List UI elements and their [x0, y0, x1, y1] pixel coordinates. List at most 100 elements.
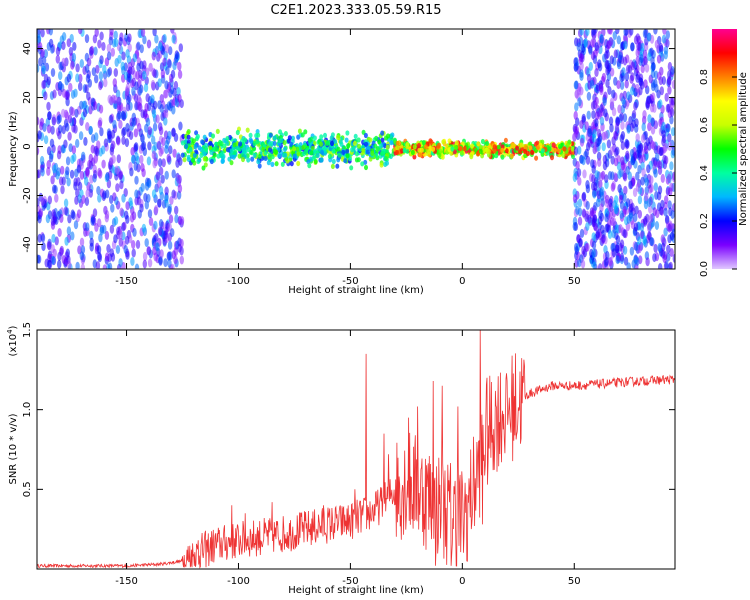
spectrogram-cell — [111, 140, 116, 150]
spectrogram-cell — [146, 156, 152, 166]
spectrogram-cell — [225, 140, 230, 146]
spectrogram-cell — [535, 140, 540, 146]
spectrogram-x-tick-label: -100 — [227, 276, 250, 287]
spectrogram-cell — [670, 127, 675, 137]
spectrogram-cell — [632, 188, 638, 197]
spectrogram-cell — [647, 114, 652, 124]
spectrogram-x-ticks: -150 -100 -50 0 50 — [115, 29, 581, 287]
spectrogram-cell — [292, 153, 297, 159]
snr-frame — [36, 329, 676, 570]
spectrogram-cell — [589, 79, 595, 89]
spectrogram-cell — [613, 49, 618, 59]
spectrogram-cell — [155, 242, 160, 252]
spectrogram-cell — [343, 158, 348, 164]
spectrogram-cell — [594, 68, 599, 77]
spectrogram-cell — [215, 128, 220, 134]
spectrogram-cell — [622, 245, 628, 255]
spectrogram-cell — [297, 128, 302, 134]
spectrogram-cell — [593, 201, 598, 211]
spectrogram-cell — [536, 144, 541, 150]
spectrogram-cell — [595, 229, 600, 239]
spectrogram-cell — [113, 30, 118, 40]
spectrogram-cell — [142, 70, 147, 80]
spectrogram-cell — [208, 144, 213, 150]
spectrogram-cell — [557, 148, 561, 154]
spectrogram-cell — [610, 182, 616, 192]
spectrogram-cell — [52, 184, 57, 194]
spectrogram-cell — [617, 184, 622, 193]
spectrogram-cell — [167, 130, 172, 140]
spectrogram-cell — [164, 80, 169, 90]
spectrogram-cell — [163, 109, 169, 119]
spectrogram-cell — [89, 45, 95, 55]
spectrogram-cell — [660, 234, 665, 244]
spectrogram-cell — [171, 98, 176, 108]
spectrogram-cell — [188, 147, 193, 153]
spectrogram-cell — [155, 114, 160, 124]
spectrogram-cell — [319, 157, 324, 163]
spectrogram-cell — [41, 55, 47, 65]
spectrogram-cell — [171, 189, 176, 199]
spectrogram-cell — [547, 146, 552, 152]
spectrogram-cell — [335, 163, 340, 169]
spectrogram-cell — [652, 207, 657, 217]
spectrogram-cell — [63, 206, 68, 216]
spectrogram-cell — [141, 223, 147, 233]
spectrogram-cell — [626, 262, 631, 269]
spectrogram-cell — [581, 156, 586, 166]
spectrogram-cell — [171, 127, 176, 137]
spectrogram-cell — [71, 52, 77, 62]
spectrogram-cell — [622, 56, 628, 66]
spectrogram-cell — [540, 148, 545, 154]
snr-scale-label: (x104) — [6, 325, 19, 356]
spectrogram-cell — [579, 61, 584, 71]
spectrogram-cell — [201, 165, 206, 171]
spectrogram-cell — [113, 234, 118, 244]
spectrogram-frame — [36, 28, 676, 270]
spectrogram-cell — [282, 140, 287, 146]
spectrogram-cell — [50, 216, 56, 226]
spectrogram-cell — [204, 146, 209, 153]
spectrogram-cell — [412, 154, 417, 160]
spectrogram-cell — [613, 130, 618, 140]
spectrogram-cell — [116, 96, 121, 106]
spectrogram-cell — [162, 33, 167, 43]
spectrogram-cell — [641, 122, 646, 132]
spectrogram-cell — [663, 227, 668, 237]
spectrogram-cell — [113, 216, 119, 226]
spectrogram-cell — [644, 63, 650, 73]
spectrogram-cell — [603, 108, 608, 118]
spectrogram-cell — [152, 159, 157, 169]
spectrogram-cell — [110, 203, 115, 213]
spectrogram-cell — [132, 227, 137, 237]
spectrogram-cell — [124, 235, 130, 245]
spectrogram-cell — [125, 102, 131, 112]
spectrogram-cell — [596, 137, 601, 147]
spectrogram-cell — [613, 157, 619, 167]
snr-x-ticks: -150 -100 -50 0 50 — [115, 330, 581, 587]
spectrogram-cell — [200, 139, 205, 145]
spectrogram-cell — [629, 29, 634, 36]
spectrogram-x-tick-label: -50 — [342, 276, 358, 287]
spectrogram-cell — [199, 152, 204, 158]
spectrogram-cell — [118, 230, 123, 240]
spectrogram-cell — [368, 137, 373, 143]
spectrogram-cell — [232, 142, 237, 148]
spectrogram-cell — [353, 133, 358, 139]
spectrogram-cell — [669, 161, 674, 171]
spectrogram-cell — [204, 142, 208, 149]
spectrogram-cell — [114, 165, 120, 175]
spectrogram-cell — [666, 244, 671, 254]
spectrogram-cell — [151, 109, 157, 119]
spectrogram-cell — [168, 145, 173, 155]
spectrogram-cell — [605, 194, 610, 204]
spectrogram-cell — [312, 154, 317, 160]
spectrogram-cell — [191, 138, 196, 144]
spectrogram-cell — [252, 152, 257, 158]
spectrogram-cell — [319, 141, 323, 147]
spectrogram-cell — [296, 151, 301, 157]
spectrogram-cell — [170, 29, 175, 34]
spectrogram-cell — [607, 29, 612, 34]
snr-series-line — [37, 330, 675, 569]
